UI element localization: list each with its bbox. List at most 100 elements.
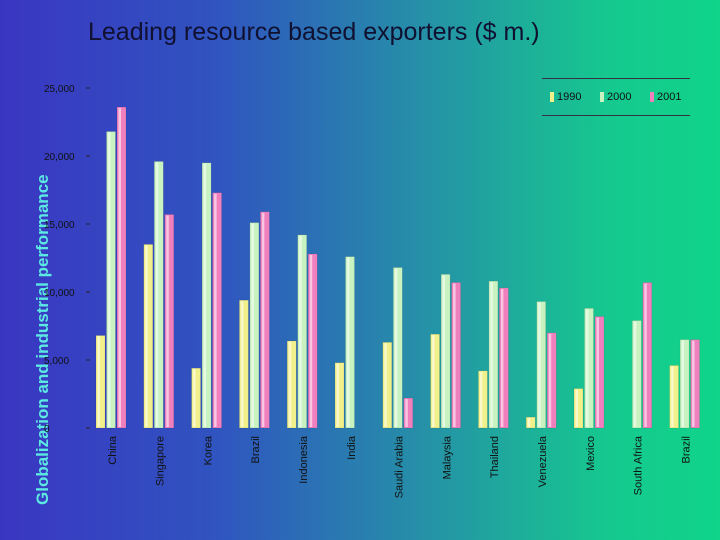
bar-highlight <box>692 340 695 427</box>
bar-highlight <box>500 288 504 427</box>
bar-2000-south-africa <box>632 320 642 429</box>
bar-2001-brazil <box>690 339 700 429</box>
bar-highlight <box>203 163 207 428</box>
bar-1990-malaysia <box>430 333 440 429</box>
bar-highlight <box>548 333 552 427</box>
x-tick-label: Venezuela <box>537 435 549 487</box>
x-tick-label: India <box>346 435 358 460</box>
y-tick-label: 25,000 <box>44 84 75 95</box>
x-tick-label: South Africa <box>633 435 645 495</box>
bar-2001-thailand <box>499 287 509 429</box>
bar-1990-mexico <box>573 388 584 429</box>
bar-2000-mexico <box>584 308 594 429</box>
bar-highlight <box>538 302 541 427</box>
bar-highlight <box>288 341 292 427</box>
chart-title: Leading resource based exporters ($ m.) <box>88 18 540 46</box>
bar-highlight <box>671 366 674 427</box>
bar-2000-brazil <box>679 339 690 429</box>
bar-highlight <box>309 254 313 427</box>
bar-2001-malaysia <box>451 282 461 429</box>
x-tick-label: Mexico <box>585 436 597 471</box>
bar-highlight <box>490 282 493 427</box>
bar-2000-brazil <box>249 222 260 429</box>
x-tick-label: China <box>107 435 119 465</box>
legend-label-1990: 1990 <box>557 91 582 103</box>
bar-2001-korea <box>212 192 222 429</box>
legend-swatch-1990 <box>550 92 554 102</box>
bar-highlight <box>586 309 589 427</box>
bar-1990-brazil <box>669 365 679 429</box>
bar-highlight <box>384 343 387 427</box>
y-tick-label: 5,000 <box>44 356 69 367</box>
bar-highlight <box>347 257 350 427</box>
x-tick-label: Brazil <box>680 436 692 464</box>
bar-highlight <box>405 399 408 427</box>
bar-2001-brazil <box>260 211 270 429</box>
x-tick-label: Indonesia <box>298 435 310 484</box>
bar-highlight <box>432 335 435 427</box>
bar-1990-korea <box>191 367 201 429</box>
bar-highlight <box>479 371 483 427</box>
bar-2001-venezuela <box>546 332 557 429</box>
bar-2000-malaysia <box>440 274 451 429</box>
x-tick-label: Korea <box>202 435 214 465</box>
bar-2000-venezuela <box>536 301 546 429</box>
labels-layer: China Singapore Korea Brazil Indonesia India S… <box>107 435 693 498</box>
bars-layer <box>95 106 700 429</box>
bar-1990-singapore <box>143 244 154 429</box>
bar-highlight <box>145 245 148 427</box>
x-tick-label: Brazil <box>250 436 262 464</box>
bar-1990-brazil <box>239 299 249 429</box>
bar-1990-saudi-arabia <box>382 342 393 429</box>
bar-2001-south-africa <box>642 282 653 429</box>
bar-1990-thailand <box>478 370 488 429</box>
bar-2000-indonesia <box>297 234 307 429</box>
bar-2000-india <box>345 256 355 429</box>
bar-highlight <box>240 301 244 427</box>
x-tick-label: Thailand <box>489 436 501 478</box>
bar-2001-indonesia <box>307 253 318 429</box>
bar-1990-india <box>334 362 345 429</box>
x-tick-label: Saudi Arabia <box>394 435 406 498</box>
bar-highlight <box>261 212 265 427</box>
legend-label-2001: 2001 <box>657 91 682 103</box>
bar-highlight <box>155 162 159 427</box>
legend-item-2001: 2001 <box>650 91 681 103</box>
bar-highlight <box>336 363 339 427</box>
legend-item-2000: 2000 <box>600 91 631 103</box>
bar-highlight <box>97 336 100 427</box>
bar-1990-venezuela <box>525 416 536 429</box>
bar-1990-indonesia <box>286 340 297 429</box>
bar-highlight <box>251 223 254 427</box>
bar-2000-singapore <box>154 161 164 429</box>
x-tick-label: Singapore <box>155 436 167 486</box>
bar-highlight <box>166 215 169 427</box>
bar-highlight <box>644 283 647 427</box>
axis-layer: 0 5,000 10,000 15,000 20,000 25,000 <box>44 84 90 435</box>
bar-2001-mexico <box>594 316 605 429</box>
bar-highlight <box>633 321 637 427</box>
bar-highlight <box>118 108 121 427</box>
bar-highlight <box>442 275 446 427</box>
bar-highlight <box>681 340 685 427</box>
bar-2000-saudi-arabia <box>393 267 403 429</box>
bar-2001-china <box>116 106 127 429</box>
bar-2000-korea <box>201 162 212 429</box>
bar-2001-saudi-arabia <box>403 397 414 429</box>
bar-highlight <box>394 268 398 427</box>
bar-highlight <box>575 389 578 427</box>
bar-highlight <box>299 235 302 427</box>
legend-label-2000: 2000 <box>607 91 632 103</box>
bar-2001-singapore <box>164 214 175 429</box>
y-tick-label: 15,000 <box>44 220 75 231</box>
bar-2000-thailand <box>488 280 499 429</box>
y-tick-label: 0 <box>44 424 50 435</box>
bar-1990-china <box>95 335 106 429</box>
bar-2000-china <box>106 131 116 429</box>
legend: 1990 2000 2001 <box>542 78 690 116</box>
bar-highlight <box>527 418 531 427</box>
legend-swatch-2000 <box>600 92 604 102</box>
bar-highlight <box>453 283 456 427</box>
legend-item-1990: 1990 <box>550 91 581 103</box>
